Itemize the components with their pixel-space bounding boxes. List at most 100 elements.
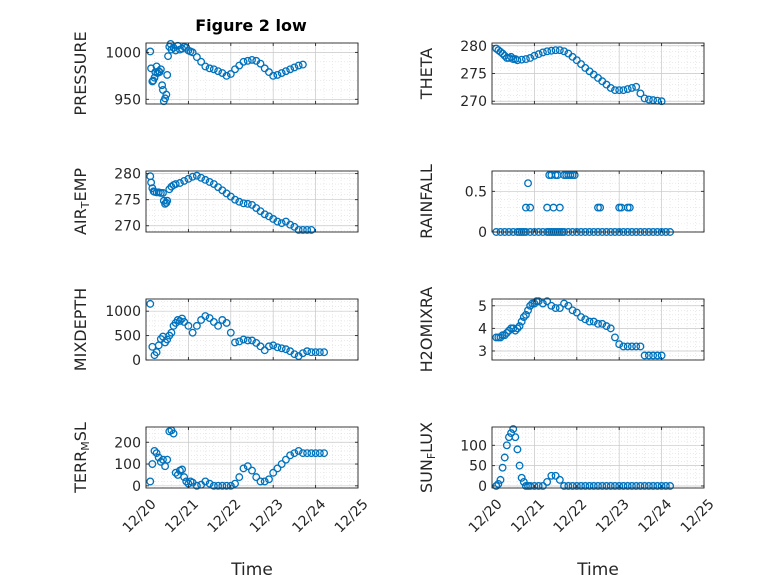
data-point bbox=[260, 346, 269, 355]
data-point bbox=[171, 468, 180, 477]
data-point bbox=[171, 180, 180, 188]
y-tick-label: 3 bbox=[478, 344, 487, 360]
data-point bbox=[226, 70, 235, 78]
data-point bbox=[534, 297, 543, 306]
data-point bbox=[307, 348, 316, 357]
data-point bbox=[585, 317, 594, 326]
data-point bbox=[277, 460, 286, 468]
data-point bbox=[281, 67, 290, 76]
data-point bbox=[307, 225, 316, 234]
data-point bbox=[281, 345, 290, 354]
data-point bbox=[243, 199, 252, 208]
data-series bbox=[492, 425, 675, 490]
y-tick-label: 0 bbox=[478, 225, 487, 241]
data-point bbox=[657, 97, 666, 106]
data-point bbox=[500, 331, 509, 340]
data-point bbox=[197, 57, 206, 66]
data-point bbox=[277, 219, 286, 228]
data-point bbox=[222, 481, 231, 490]
data-point bbox=[551, 471, 560, 480]
data-point bbox=[572, 308, 581, 317]
data-point bbox=[290, 63, 299, 72]
data-point bbox=[169, 429, 178, 438]
data-point bbox=[201, 175, 210, 184]
data-point bbox=[294, 61, 303, 70]
y-tick-label: 100 bbox=[114, 457, 141, 473]
data-point bbox=[243, 336, 252, 345]
y-tick-label: 200 bbox=[114, 435, 141, 451]
tick-marks bbox=[145, 43, 359, 104]
data-point bbox=[159, 188, 167, 197]
data-point bbox=[619, 342, 628, 351]
y-tick-label: 950 bbox=[114, 92, 141, 108]
data-point bbox=[286, 451, 295, 460]
data-point bbox=[547, 471, 556, 480]
y-axis-label: AIRTEMP bbox=[71, 168, 92, 235]
data-point bbox=[273, 343, 282, 352]
data-point bbox=[320, 348, 329, 357]
data-point bbox=[555, 203, 564, 212]
data-point bbox=[148, 460, 157, 468]
data-point bbox=[524, 179, 532, 188]
tick-marks bbox=[145, 171, 359, 232]
data-point bbox=[201, 477, 210, 486]
data-point bbox=[496, 475, 505, 484]
y-tick-label: 280 bbox=[114, 167, 141, 183]
data-point bbox=[243, 462, 252, 471]
data-point bbox=[154, 67, 163, 76]
data-point bbox=[184, 321, 193, 330]
data-series bbox=[492, 44, 666, 106]
subplot-1: 950 1000 PRESSURE bbox=[71, 31, 359, 116]
data-point bbox=[526, 203, 535, 212]
data-point bbox=[513, 445, 522, 454]
data-point bbox=[640, 94, 649, 103]
y-tick-label: 1000 bbox=[105, 304, 141, 320]
data-point bbox=[513, 56, 522, 65]
data-point bbox=[661, 482, 670, 490]
data-point bbox=[243, 56, 252, 65]
data-point bbox=[543, 477, 552, 486]
data-point bbox=[615, 482, 624, 490]
axes-box bbox=[145, 42, 359, 105]
data-point bbox=[180, 176, 189, 185]
data-point bbox=[235, 197, 244, 206]
data-point bbox=[192, 171, 201, 180]
data-point bbox=[222, 318, 231, 327]
data-point bbox=[286, 65, 295, 74]
data-point bbox=[226, 328, 235, 337]
data-point bbox=[625, 203, 634, 212]
plot-area bbox=[492, 299, 704, 360]
data-point bbox=[205, 479, 214, 488]
data-point bbox=[502, 441, 511, 450]
data-point bbox=[649, 482, 658, 490]
data-point bbox=[256, 59, 265, 68]
data-point bbox=[521, 203, 530, 212]
subplot-6: 3 4 5 H2OMIXRA bbox=[417, 287, 705, 373]
y-tick-label: 275 bbox=[114, 193, 141, 209]
data-point bbox=[513, 324, 522, 333]
data-point bbox=[239, 464, 248, 473]
data-point bbox=[547, 46, 556, 55]
data-point bbox=[611, 333, 619, 342]
data-point bbox=[627, 83, 636, 92]
axes-box bbox=[491, 426, 705, 489]
data-point bbox=[273, 217, 282, 226]
data-point bbox=[201, 62, 210, 71]
plot-area bbox=[146, 299, 358, 360]
data-point bbox=[524, 306, 532, 315]
subplot-3: 270 275 280 AIRTEMP bbox=[71, 167, 359, 235]
y-axis-label: H2OMIXRA bbox=[417, 287, 436, 373]
data-point bbox=[197, 173, 206, 182]
data-point bbox=[632, 342, 641, 351]
data-point bbox=[519, 477, 528, 486]
data-point bbox=[311, 348, 320, 357]
data-point bbox=[577, 313, 585, 322]
data-point bbox=[543, 47, 552, 56]
data-point bbox=[538, 48, 547, 57]
data-point bbox=[239, 335, 248, 344]
data-point bbox=[632, 482, 641, 490]
data-point bbox=[188, 48, 197, 57]
data-point bbox=[180, 317, 189, 326]
data-point bbox=[277, 69, 286, 77]
data-point bbox=[623, 342, 632, 351]
